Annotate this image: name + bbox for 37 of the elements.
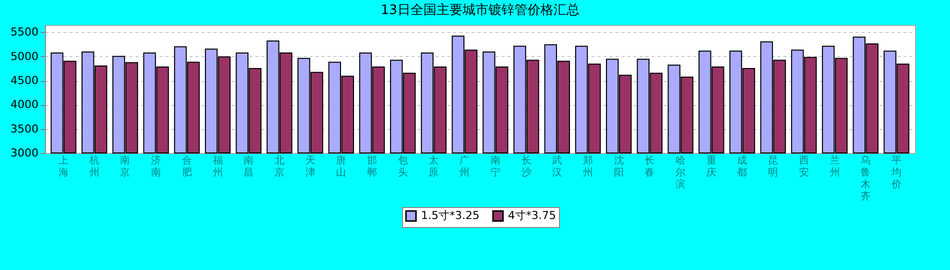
x-tick-label: 北京: [274, 154, 284, 178]
x-tick-label: 昆明: [768, 156, 778, 178]
y-tick-label: 4500: [10, 74, 38, 88]
x-tick-label: 武汉: [552, 154, 562, 178]
x-tick-label: 合肥: [182, 154, 192, 178]
x-tick-label: 长春: [644, 154, 655, 178]
x-tick-label: 太原: [428, 154, 439, 178]
x-tick-label: 南昌: [244, 154, 254, 178]
x-tick-label: 沈阳: [614, 154, 624, 178]
legend-label: 4寸*3.75: [508, 209, 556, 222]
x-tick-label: 天津: [305, 156, 316, 178]
x-tick-label: 南京: [120, 154, 130, 178]
x-tick-label: 广州: [460, 154, 470, 178]
x-tick-label: 西安: [798, 156, 809, 178]
y-tick-label: 5500: [10, 26, 38, 39]
x-tick-label: 福州: [212, 154, 223, 178]
x-tick-label: 平均价: [890, 156, 902, 190]
x-tick-label: 重庆: [706, 154, 716, 178]
x-tick-label: 唐山: [336, 154, 346, 178]
x-tick-label: 郑州: [582, 154, 593, 178]
x-tick-label: 长沙: [521, 154, 532, 178]
y-tick-label: 3000: [10, 146, 38, 160]
x-tick-label: 济南: [151, 154, 162, 178]
chart-title: 13日全国主要城市镀锌管价格汇总: [380, 2, 580, 18]
y-tick-label: 4000: [10, 98, 38, 112]
x-tick-label: 成都: [737, 154, 748, 178]
x-tick-label: 包头: [398, 154, 408, 178]
x-tick-label: 杭州: [88, 154, 100, 178]
x-tick-label: 邯郸: [367, 154, 378, 178]
x-tick-label: 哈尔滨: [676, 154, 686, 190]
y-tick-label: 5000: [10, 50, 38, 63]
y-tick-label: 3500: [10, 122, 38, 136]
x-tick-label: 南宁: [490, 154, 500, 178]
x-tick-label: 乌鲁木齐: [860, 154, 871, 202]
x-tick-label: 兰州: [830, 154, 840, 178]
legend-label: 1.5寸*3.25: [421, 209, 480, 222]
x-tick-label: 上海: [58, 154, 69, 178]
